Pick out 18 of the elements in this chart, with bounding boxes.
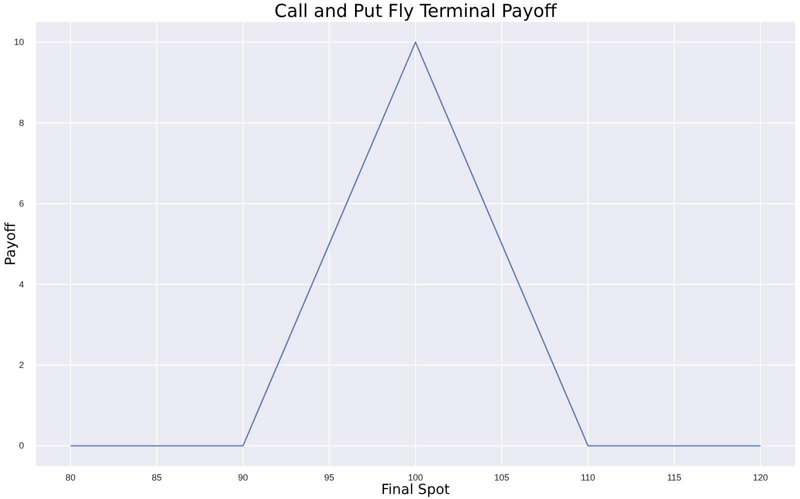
y-tick-label: 10 [14,37,24,48]
y-axis-title: Payoff [3,222,19,266]
chart-title: Call and Put Fly Terminal Payoff [274,1,558,22]
y-tick-label: 2 [18,360,24,370]
x-tick-label: 85 [152,472,162,482]
x-tick-label: 100 [408,472,424,482]
x-tick-label: 120 [752,472,768,482]
x-tick-label: 90 [238,472,248,482]
y-tick-label: 0 [18,440,24,451]
x-tick-label: 105 [494,472,510,482]
y-tick-label: 4 [18,279,24,290]
x-tick-label: 110 [580,472,596,482]
y-tick-label: 6 [18,198,24,209]
x-tick-label: 95 [324,472,334,482]
y-tick-label: 8 [18,118,24,128]
x-tick-label: 115 [667,472,682,482]
x-axis-title: Final Spot [381,482,450,498]
x-tick-label: 80 [65,472,76,482]
